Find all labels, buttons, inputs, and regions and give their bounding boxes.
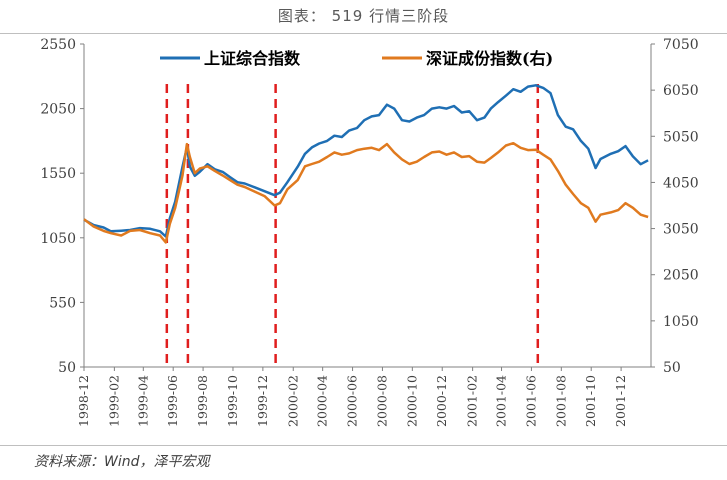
y-left-tick-label: 50 — [58, 360, 76, 376]
series-line-shenzhen — [83, 141, 649, 244]
y-left-tick-label: 550 — [49, 295, 76, 311]
y-right-tick-label: 2050 — [663, 268, 699, 284]
source-note: 资料来源：Wind，泽平宏观 — [0, 445, 727, 480]
event-lines — [165, 84, 540, 367]
axes: 50 550 1050 1550 2050 2550 50 1050 2050 3050 4050 5… — [40, 37, 698, 427]
legend-label: 深证成份指数(右) — [426, 49, 553, 68]
x-tick-label: 2001-06 — [523, 375, 538, 427]
y-left-tick-label: 2050 — [40, 102, 76, 118]
line-chart: 50 550 1050 1550 2050 2550 50 1050 2050 3050 4050 5… — [40, 37, 698, 427]
y-right-tick-label: 1050 — [663, 314, 699, 330]
x-tick-label: 2001-02 — [465, 375, 480, 427]
x-tick-label: 1999-06 — [165, 375, 180, 427]
legend: 上证综合指数 深证成份指数(右) — [160, 49, 553, 68]
x-tick-label: 2000-10 — [404, 375, 419, 427]
x-tick-label: 2000-12 — [434, 375, 449, 427]
x-tick-label: 2000-06 — [345, 375, 360, 427]
x-tick-label: 1999-12 — [255, 375, 270, 427]
y-right-tick-label: 4050 — [663, 175, 699, 191]
y-left-tick-label: 1550 — [40, 166, 76, 182]
x-tick-label: 2000-02 — [285, 375, 300, 427]
x-tick-label: 1998-12 — [76, 375, 91, 427]
legend-label: 上证综合指数 — [204, 49, 301, 68]
x-tick-label: 2001-04 — [494, 375, 509, 427]
y-right-tick-label: 50 — [663, 360, 681, 376]
x-tick-label: 2000-04 — [315, 375, 330, 427]
y-right-tick-label: 6050 — [663, 83, 699, 99]
y-right-tick-label: 7050 — [663, 37, 699, 53]
x-tick-label: 2001-10 — [583, 375, 598, 427]
y-left-tick-label: 2550 — [40, 37, 76, 53]
x-tick-label: 2000-08 — [374, 375, 389, 427]
y-right-tick-label: 5050 — [663, 129, 699, 145]
x-tick-label: 1999-10 — [225, 375, 240, 427]
series-line-shanghai — [83, 84, 649, 238]
x-tick-label: 1999-08 — [195, 375, 210, 427]
x-tick-label: 2001-12 — [613, 375, 628, 427]
series-lines — [83, 84, 649, 244]
chart-title: 图表： 519 行情三阶段 — [0, 0, 727, 34]
y-right-tick-label: 3050 — [663, 222, 699, 238]
x-tick-label: 2001-08 — [553, 375, 568, 427]
x-tick-label: 1999-04 — [135, 375, 150, 427]
x-tick-label: 1999-02 — [106, 375, 121, 427]
y-left-tick-label: 1050 — [40, 231, 76, 247]
